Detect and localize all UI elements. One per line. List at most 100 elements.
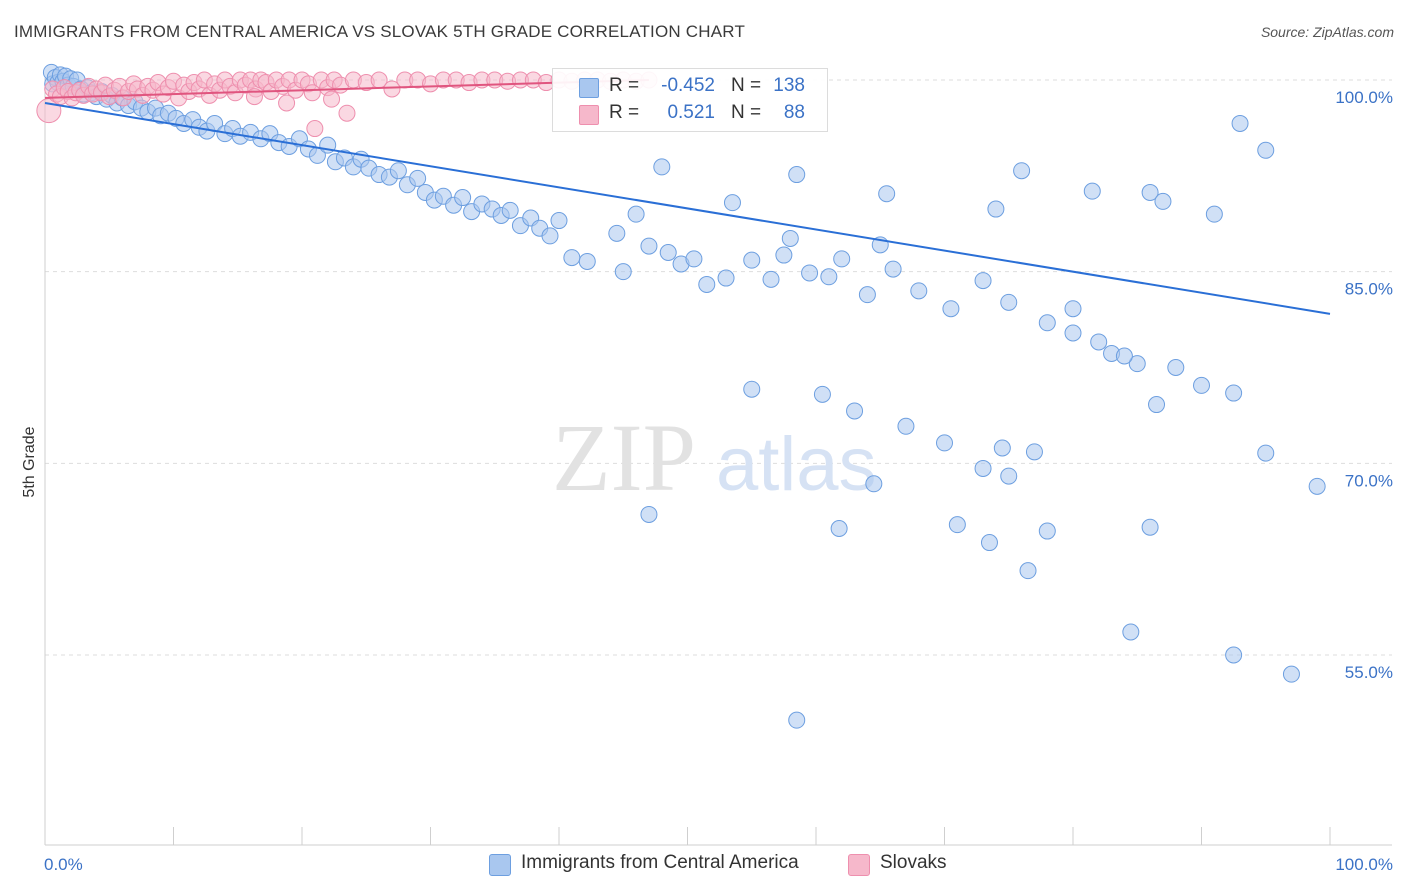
- axis-labels: 100.0% 85.0% 70.0% 55.0% 0.0% 100.0% 5th Grade: [21, 88, 1393, 874]
- data-point-central-america: [1064, 300, 1082, 318]
- data-point-central-america: [698, 275, 716, 293]
- trend-line-slovaks: [44, 79, 649, 99]
- data-point-central-america: [1038, 314, 1056, 332]
- watermark: ZIP atlas: [552, 404, 877, 511]
- data-point-central-america: [910, 282, 928, 300]
- x-tick-label: 0.0%: [44, 855, 83, 874]
- legend-r-value: -0.452: [661, 75, 715, 96]
- data-point-central-america: [723, 194, 741, 212]
- legend-n-label: N =: [731, 75, 762, 96]
- data-point-central-america: [1000, 293, 1018, 311]
- data-point-central-america: [1148, 396, 1166, 414]
- gridlines: [45, 79, 1392, 656]
- data-point-central-america: [948, 516, 966, 534]
- data-point-central-america: [1083, 182, 1101, 200]
- data-point-central-america: [820, 268, 838, 286]
- data-point-central-america: [987, 200, 1005, 218]
- data-point-central-america: [578, 252, 596, 270]
- legend-label: Slovaks: [880, 852, 947, 873]
- data-point-central-america: [993, 439, 1011, 457]
- y-tick-label: 85.0%: [1345, 280, 1393, 299]
- data-point-central-america: [1141, 183, 1159, 201]
- data-point-slovaks: [303, 84, 321, 102]
- data-point-central-america: [1038, 522, 1056, 540]
- data-point-central-america: [743, 251, 761, 269]
- data-point-central-america: [813, 385, 831, 403]
- data-point-central-america: [409, 169, 427, 187]
- data-point-central-america: [974, 272, 992, 290]
- data-point-central-america: [614, 263, 632, 281]
- data-point-central-america: [775, 246, 793, 264]
- data-point-central-america: [659, 244, 677, 261]
- data-point-central-america: [541, 227, 559, 245]
- x-tick-label: 100.0%: [1335, 855, 1393, 874]
- data-point-central-america: [1122, 623, 1140, 641]
- y-axis-title: 5th Grade: [21, 426, 38, 497]
- data-point-central-america: [1064, 324, 1082, 342]
- data-point-central-america: [1000, 467, 1018, 485]
- source-note: Source: ZipAtlas.com: [1260, 24, 1394, 40]
- data-point-central-america: [1115, 347, 1133, 365]
- data-point-central-america: [1154, 192, 1172, 210]
- legend-n-value: 88: [783, 102, 805, 123]
- legend-swatch-pink: [848, 854, 870, 876]
- data-point-central-america: [788, 711, 806, 729]
- data-point-central-america: [1257, 444, 1275, 462]
- data-point-central-america: [833, 250, 851, 268]
- y-tick-label: 100.0%: [1335, 88, 1393, 107]
- data-point-central-america: [1128, 355, 1146, 373]
- legend-row-slovaks: R = 0.521 N = 88: [553, 100, 827, 128]
- data-point-slovaks: [306, 120, 324, 138]
- data-point-central-america: [1019, 562, 1037, 580]
- data-point-central-america: [1257, 141, 1275, 159]
- y-tick-label: 55.0%: [1345, 663, 1393, 682]
- data-point-central-america: [830, 520, 848, 537]
- data-point-central-america: [389, 162, 407, 180]
- data-point-slovaks: [278, 94, 296, 112]
- watermark-atlas: atlas: [716, 422, 877, 507]
- data-point-central-america: [1141, 518, 1159, 536]
- data-point-central-america: [781, 229, 799, 247]
- series-slovaks: [36, 71, 658, 138]
- data-point-central-america: [788, 166, 806, 184]
- data-point-central-america: [974, 459, 992, 477]
- data-point-central-america: [858, 286, 876, 304]
- data-point-central-america: [1231, 114, 1249, 132]
- data-point-central-america: [897, 417, 915, 435]
- legend-r-value: 0.521: [667, 102, 715, 123]
- data-point-central-america: [762, 270, 780, 288]
- data-point-central-america: [1225, 384, 1243, 402]
- data-point-central-america: [1193, 376, 1210, 394]
- data-point-central-america: [1308, 477, 1326, 495]
- data-point-central-america: [846, 402, 864, 420]
- data-point-central-america: [884, 260, 902, 278]
- data-point-central-america: [980, 534, 998, 552]
- data-point-central-america: [653, 158, 671, 176]
- legend-row-central-america: R = -0.452 N = 138: [553, 73, 827, 101]
- data-point-central-america: [1167, 359, 1185, 376]
- data-point-central-america: [942, 300, 960, 318]
- data-point-central-america: [801, 264, 819, 282]
- data-point-central-america: [1090, 333, 1108, 351]
- data-point-slovaks: [338, 104, 356, 122]
- watermark-zip: ZIP: [552, 404, 696, 511]
- data-point-central-america: [717, 269, 735, 287]
- legend-n-label: N =: [731, 102, 762, 123]
- data-point-central-america: [865, 475, 883, 493]
- trend-line-central-america: [44, 102, 1331, 315]
- data-point-central-america: [685, 250, 703, 268]
- data-point-central-america: [936, 434, 953, 452]
- data-point-central-america: [640, 505, 658, 523]
- data-point-central-america: [1225, 646, 1243, 664]
- data-point-central-america: [563, 249, 581, 267]
- data-point-central-america: [1205, 205, 1223, 223]
- data-point-central-america: [1025, 443, 1043, 461]
- legend-swatch-blue: [579, 78, 599, 98]
- data-point-slovaks: [323, 90, 341, 108]
- legend-swatch-blue: [489, 854, 511, 876]
- data-point-central-america: [1013, 162, 1031, 180]
- series-central-america: [42, 63, 1326, 729]
- stats-legend: R = -0.452 N = 138 R = 0.521 N = 88: [552, 68, 828, 132]
- chart-title: IMMIGRANTS FROM CENTRAL AMERICA VS SLOVA…: [14, 22, 746, 41]
